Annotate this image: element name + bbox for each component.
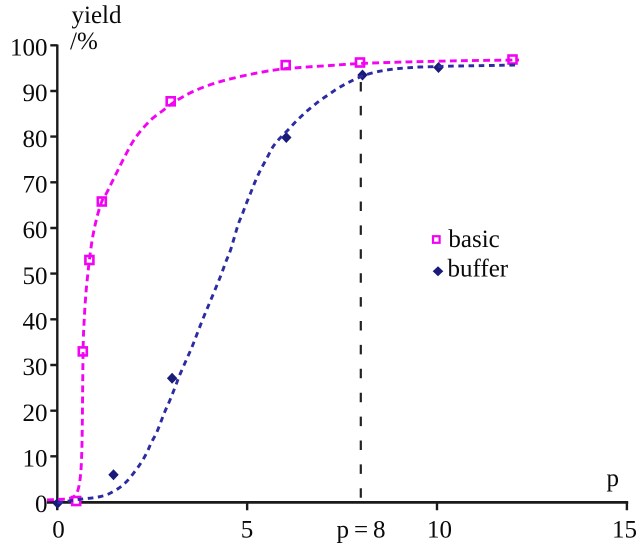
svg-text:50: 50 [23,263,48,290]
svg-text:40: 40 [23,309,48,336]
svg-text:60: 60 [23,217,48,244]
svg-text:80: 80 [23,126,48,153]
svg-text:10: 10 [427,517,452,544]
svg-text:p = 8: p = 8 [336,517,385,544]
svg-text:0: 0 [52,517,65,544]
svg-text:30: 30 [23,354,48,381]
svg-text:p: p [607,465,620,492]
svg-text:0: 0 [35,491,48,518]
svg-text:90: 90 [23,80,48,107]
svg-text:100: 100 [10,35,48,62]
svg-text:70: 70 [23,172,48,199]
svg-text:buffer: buffer [448,256,509,283]
svg-text:yield: yield [72,2,122,29]
svg-text:20: 20 [23,400,48,427]
svg-text:/%: /% [70,28,98,55]
svg-text:15: 15 [612,517,637,544]
svg-text:basic: basic [448,226,499,253]
svg-text:10: 10 [23,446,48,473]
svg-text:5: 5 [241,517,254,544]
